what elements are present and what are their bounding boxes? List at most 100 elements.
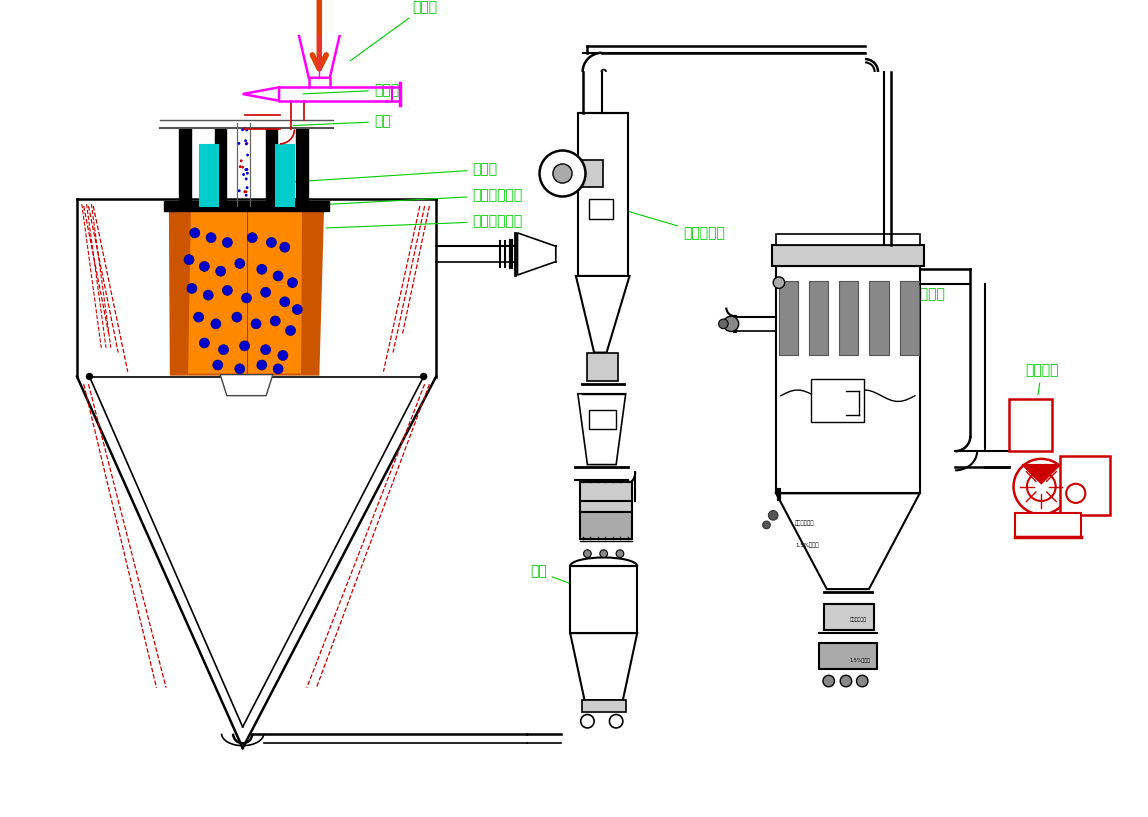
Circle shape xyxy=(856,676,868,687)
Circle shape xyxy=(235,364,245,374)
Circle shape xyxy=(238,190,241,192)
Circle shape xyxy=(216,266,226,276)
Circle shape xyxy=(86,373,92,379)
Circle shape xyxy=(257,360,266,370)
Text: 料罐: 料罐 xyxy=(530,565,598,594)
Polygon shape xyxy=(518,233,556,275)
Text: 变频风机: 变频风机 xyxy=(1025,364,1058,395)
Bar xyxy=(589,199,613,218)
Circle shape xyxy=(261,345,271,355)
Text: 给料器: 给料器 xyxy=(350,0,437,60)
Circle shape xyxy=(218,345,228,355)
Circle shape xyxy=(245,168,247,171)
Circle shape xyxy=(616,550,623,557)
Circle shape xyxy=(270,316,280,326)
Circle shape xyxy=(194,312,203,322)
Circle shape xyxy=(280,297,289,307)
Circle shape xyxy=(241,293,251,303)
Bar xyxy=(869,281,889,355)
Bar xyxy=(589,410,616,429)
Circle shape xyxy=(184,255,194,265)
Polygon shape xyxy=(170,206,323,374)
Text: 热风: 热风 xyxy=(294,114,390,128)
Circle shape xyxy=(246,172,249,175)
Circle shape xyxy=(187,283,197,293)
Circle shape xyxy=(287,278,297,288)
Circle shape xyxy=(245,194,248,197)
Bar xyxy=(571,566,637,633)
Circle shape xyxy=(200,261,209,271)
Circle shape xyxy=(768,511,778,520)
Bar xyxy=(1016,513,1080,538)
Bar xyxy=(276,144,294,206)
Bar xyxy=(839,281,859,355)
Text: 气体、粉尘进: 气体、粉尘进 xyxy=(796,520,815,526)
Circle shape xyxy=(1066,484,1085,503)
Circle shape xyxy=(240,341,249,350)
Circle shape xyxy=(273,271,284,281)
Bar xyxy=(820,643,877,668)
Bar xyxy=(776,266,920,493)
Circle shape xyxy=(211,319,220,328)
Circle shape xyxy=(232,312,242,322)
Circle shape xyxy=(246,142,248,145)
Bar xyxy=(580,482,633,512)
Bar xyxy=(776,234,920,245)
Text: 1.5%粉尘率: 1.5%粉尘率 xyxy=(796,542,819,548)
Polygon shape xyxy=(220,374,273,395)
Circle shape xyxy=(719,319,728,328)
Circle shape xyxy=(823,676,835,687)
Bar xyxy=(588,353,618,382)
Circle shape xyxy=(241,166,245,168)
Circle shape xyxy=(223,285,232,295)
Circle shape xyxy=(600,550,607,557)
Circle shape xyxy=(583,550,591,557)
Circle shape xyxy=(723,316,738,332)
Circle shape xyxy=(278,350,288,360)
Circle shape xyxy=(246,186,248,189)
Polygon shape xyxy=(301,206,323,374)
Text: 布袋除尘器: 布袋除尘器 xyxy=(882,286,945,301)
Circle shape xyxy=(581,715,595,728)
Circle shape xyxy=(286,325,295,336)
Circle shape xyxy=(840,676,852,687)
Circle shape xyxy=(762,521,770,529)
Polygon shape xyxy=(1022,465,1061,484)
Circle shape xyxy=(212,360,223,370)
Bar xyxy=(824,605,874,630)
Circle shape xyxy=(246,168,248,171)
Text: 第一道冷却气: 第一道冷却气 xyxy=(297,189,522,206)
Polygon shape xyxy=(571,633,637,700)
Circle shape xyxy=(239,165,241,168)
Circle shape xyxy=(246,154,249,157)
Circle shape xyxy=(293,305,302,315)
Circle shape xyxy=(235,258,245,269)
Bar xyxy=(265,127,277,206)
Circle shape xyxy=(203,290,214,300)
Bar xyxy=(809,281,828,355)
Circle shape xyxy=(610,715,623,728)
Circle shape xyxy=(553,164,572,183)
Circle shape xyxy=(246,128,248,132)
Circle shape xyxy=(421,373,427,379)
Circle shape xyxy=(261,288,271,297)
Polygon shape xyxy=(776,493,920,589)
Bar xyxy=(900,281,918,355)
Polygon shape xyxy=(576,276,629,353)
Circle shape xyxy=(238,142,240,145)
Text: 第二道冷却气: 第二道冷却气 xyxy=(326,214,522,228)
Circle shape xyxy=(242,173,245,176)
Bar xyxy=(580,512,633,539)
Bar xyxy=(577,114,628,276)
Bar xyxy=(582,700,626,712)
Circle shape xyxy=(241,128,245,132)
Text: 粉末分离器: 粉末分离器 xyxy=(622,210,726,241)
Circle shape xyxy=(247,233,257,243)
Bar xyxy=(779,281,798,355)
Text: 气体、粉尘进: 气体、粉尘进 xyxy=(850,617,867,622)
Bar xyxy=(812,379,864,422)
Circle shape xyxy=(774,277,785,288)
Bar xyxy=(164,201,328,211)
Circle shape xyxy=(266,238,277,248)
Circle shape xyxy=(245,177,248,181)
